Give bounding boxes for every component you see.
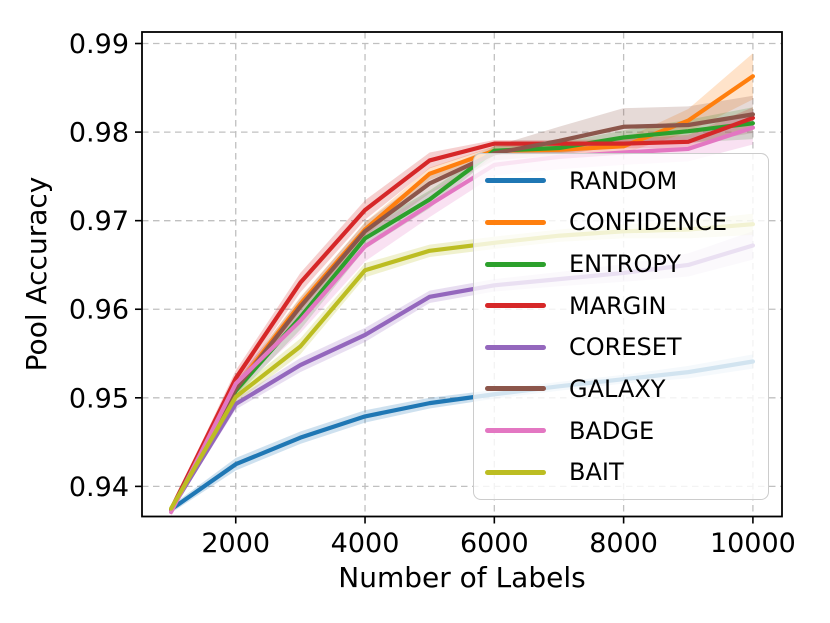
x-tick-label-10000: 10000	[710, 528, 796, 559]
legend-item-confidence: CONFIDENCE	[485, 210, 768, 234]
legend-label-badge: BADGE	[569, 416, 655, 445]
legend-label-random: RANDOM	[569, 166, 678, 195]
x-tick-label-4000: 4000	[331, 528, 400, 559]
confidence-line-swatch	[485, 219, 546, 225]
x-axis-label: Number of Labels	[338, 561, 585, 594]
y-tick-label-0.96: 0.96	[69, 295, 129, 326]
series-band-bait	[171, 213, 753, 512]
legend-item-galaxy: GALAXY	[485, 377, 768, 401]
legend-label-margin: MARGIN	[569, 291, 667, 320]
legend-label-confidence: CONFIDENCE	[569, 208, 728, 237]
badge-line-swatch	[485, 428, 546, 434]
series-line-galaxy	[168, 112, 756, 512]
legend-item-random: RANDOM	[485, 169, 768, 193]
legend-label-bait: BAIT	[569, 458, 624, 487]
legend: RANDOM CONFIDENCE ENTROPY MARGIN CORESET GALA…	[473, 153, 769, 500]
legend-item-bait: BAIT	[485, 460, 768, 484]
legend-item-coreset: CORESET	[485, 335, 768, 359]
series-line-badge	[168, 125, 756, 515]
legend-label-galaxy: GALAXY	[569, 374, 666, 403]
y-tick-label-0.99: 0.99	[69, 29, 129, 60]
x-tick-label-6000: 6000	[460, 528, 529, 559]
series-band-badge	[171, 110, 753, 517]
y-tick-label-0.97: 0.97	[69, 206, 129, 237]
series-line-margin	[168, 115, 756, 512]
axes-layer: 2000 4000 6000 8000 10000 0.94 0.95 0.96 0.97 0.9…	[69, 29, 796, 559]
x-tick-label-2000: 2000	[201, 528, 270, 559]
coreset-line-swatch	[485, 344, 546, 350]
legend-label-coreset: CORESET	[569, 333, 682, 362]
plot-spines	[141, 31, 783, 518]
y-tick-label-0.94: 0.94	[69, 472, 129, 503]
legend-item-entropy: ENTROPY	[485, 252, 768, 276]
legend-item-margin: MARGIN	[485, 294, 768, 318]
y-axis-label: Pool Accuracy	[20, 177, 53, 372]
galaxy-line-swatch	[485, 386, 546, 392]
x-tick-label-8000: 8000	[589, 528, 658, 559]
y-tick-label-0.98: 0.98	[69, 118, 129, 149]
bait-line-swatch	[485, 469, 546, 475]
legend-label-entropy: ENTROPY	[569, 250, 681, 279]
legend-item-badge: BADGE	[485, 419, 768, 443]
y-tick-label-0.95: 0.95	[69, 383, 129, 414]
series-band-margin	[171, 107, 753, 513]
entropy-line-swatch	[485, 261, 546, 267]
random-line-swatch	[485, 178, 546, 184]
margin-line-swatch	[485, 303, 546, 309]
